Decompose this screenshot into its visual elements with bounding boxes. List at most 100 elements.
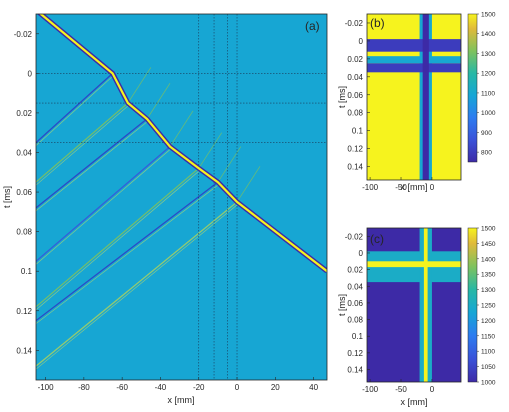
y-tick-label: 0.14 bbox=[347, 163, 363, 172]
reflected-wavefront bbox=[36, 118, 148, 209]
y-tick-label: 0.02 bbox=[16, 109, 32, 118]
x-tick-label: 40 bbox=[309, 383, 318, 392]
panel-b: -100 -50 0 -0.02 0 0.02 0.04 0.06 0.08 0.1 0.12 0.… bbox=[337, 12, 496, 193]
y-tick-label: 0 bbox=[359, 37, 364, 46]
panel-b-ylabel: t [ms] bbox=[337, 86, 347, 108]
colorbar-tick-label: 1300 bbox=[481, 51, 496, 58]
panel-a-wavefronts bbox=[36, 14, 327, 380]
panel-c-background bbox=[367, 228, 461, 382]
velocity-region bbox=[422, 14, 429, 180]
colorbar-tick-label: 900 bbox=[481, 130, 492, 137]
y-tick-label: 0.14 bbox=[16, 346, 32, 355]
y-tick-label: 0.12 bbox=[347, 349, 363, 358]
x-tick-label: -80 bbox=[78, 383, 90, 392]
panel-b-colorbar bbox=[467, 13, 478, 163]
y-tick-label: 0.02 bbox=[347, 55, 363, 64]
x-tick-label: 0 bbox=[235, 383, 240, 392]
panel-c-xlabel: x [mm] bbox=[401, 397, 428, 407]
panel-a-label: (a) bbox=[305, 19, 320, 33]
y-tick-label: 0.04 bbox=[16, 148, 32, 157]
panel-b-colorbar-ticks: 1500 1400 1300 1200 1100 1000 900 800 bbox=[477, 12, 496, 157]
panel-c-label: (c) bbox=[370, 232, 384, 246]
velocity-region bbox=[423, 228, 428, 382]
y-tick-label: 0.04 bbox=[347, 282, 363, 291]
scattered-branch bbox=[169, 110, 194, 147]
y-tick-label: 0.12 bbox=[16, 307, 32, 316]
y-tick-label: 0.04 bbox=[347, 73, 363, 82]
reflected-wavefront-trailing bbox=[36, 121, 148, 212]
colorbar-tick-label: 1450 bbox=[481, 241, 496, 248]
panel-b-x-ticks: -100 -50 0 bbox=[362, 177, 435, 192]
reflected-wavefront-trailing bbox=[36, 149, 171, 265]
scattered-branch bbox=[146, 83, 171, 120]
panel-a: -100 -80 -60 -40 -20 0 20 40 -0.02 0 0.02 0.04 0.06… bbox=[2, 13, 328, 405]
panel-c: -100 -50 0 -0.02 0 0.02 0.04 0.06 0.08 0.1 0.12 0.… bbox=[337, 226, 496, 408]
scattered-branch bbox=[198, 132, 223, 169]
colorbar-tick-label: 1400 bbox=[481, 256, 496, 263]
colorbar-tick-label: 1500 bbox=[481, 12, 496, 19]
y-tick-label: 0.08 bbox=[347, 316, 363, 325]
velocity-region bbox=[367, 56, 461, 64]
colorbar-tick-label: 1050 bbox=[481, 364, 496, 371]
colorbar-tick-label: 1000 bbox=[481, 380, 496, 387]
panel-b-label: (b) bbox=[370, 16, 385, 30]
y-tick-label: -0.02 bbox=[345, 19, 364, 28]
main-wavefront bbox=[39, 14, 327, 273]
x-tick-label: -100 bbox=[362, 183, 379, 192]
colorbar-tick-label: 800 bbox=[481, 150, 492, 157]
panel-c-colorbar-ticks: 1500 1450 1400 1350 1300 1250 1200 1150 1100 1050… bbox=[477, 226, 496, 387]
reflected-wavefront bbox=[36, 146, 171, 262]
x-tick-label: -20 bbox=[193, 383, 205, 392]
y-tick-label: 0.1 bbox=[352, 332, 364, 341]
y-tick-label: 0.06 bbox=[347, 91, 363, 100]
panel-a-x-ticks: -100 -80 -60 -40 -20 0 20 40 bbox=[38, 377, 319, 392]
colorbar-tick-label: 1150 bbox=[481, 333, 495, 340]
panel-b-xlabel: x [mm] bbox=[401, 182, 428, 192]
y-tick-label: 0.06 bbox=[347, 299, 363, 308]
y-tick-label: 0.1 bbox=[21, 267, 33, 276]
panel-c-colorbar bbox=[467, 227, 478, 383]
colorbar-tick-label: 1100 bbox=[481, 90, 495, 97]
reflected-wavefront bbox=[36, 72, 114, 144]
colorbar-tick-label: 1300 bbox=[481, 287, 496, 294]
y-tick-label: 0.14 bbox=[347, 366, 363, 375]
reflected-wavefront bbox=[36, 181, 219, 322]
panel-a-y-ticks: -0.02 0 0.02 0.04 0.06 0.08 0.1 0.12 0.14 bbox=[14, 30, 39, 355]
panel-a-frame bbox=[35, 13, 328, 381]
panel-b-background bbox=[367, 14, 461, 180]
colorbar-tick-label: 1250 bbox=[481, 303, 496, 310]
panel-b-regions bbox=[367, 14, 461, 180]
y-tick-label: -0.02 bbox=[14, 30, 33, 39]
reflected-wavefront-trailing bbox=[36, 105, 129, 186]
reflected-wavefront-trailing bbox=[36, 76, 113, 146]
y-tick-label: 0.1 bbox=[352, 127, 364, 136]
colorbar-tick-label: 1200 bbox=[481, 318, 496, 325]
x-tick-label: -40 bbox=[155, 383, 167, 392]
reflected-wavefront-trailing bbox=[36, 184, 219, 324]
velocity-region bbox=[367, 39, 461, 52]
x-tick-label: 20 bbox=[271, 383, 280, 392]
x-tick-label: -50 bbox=[395, 385, 407, 394]
panel-c-x-ticks: -100 -50 0 bbox=[362, 379, 435, 394]
colorbar-tick-label: 1500 bbox=[481, 226, 496, 233]
y-tick-label: 0.12 bbox=[347, 145, 363, 154]
panel-b-y-ticks: -0.02 0 0.02 0.04 0.06 0.08 0.1 0.12 0.14 bbox=[345, 19, 370, 172]
panel-a-background bbox=[36, 14, 327, 380]
panel-c-ylabel: t [ms] bbox=[337, 294, 347, 316]
x-tick-label: -60 bbox=[116, 383, 128, 392]
panel-c-frame bbox=[366, 227, 462, 383]
scattered-branch bbox=[236, 166, 261, 203]
panel-c-y-ticks: -0.02 0 0.02 0.04 0.06 0.08 0.1 0.12 0.14 bbox=[345, 232, 370, 375]
x-tick-label: -100 bbox=[362, 385, 379, 394]
y-tick-label: 0.08 bbox=[347, 109, 363, 118]
y-tick-label: 0 bbox=[28, 69, 33, 78]
velocity-region bbox=[367, 261, 461, 268]
reflected-wavefront bbox=[36, 167, 200, 308]
panel-c-regions bbox=[367, 228, 461, 382]
reflected-wavefront-trailing bbox=[36, 204, 238, 370]
y-tick-label: 0.02 bbox=[347, 266, 363, 275]
reflected-wavefront-trailing bbox=[36, 171, 199, 311]
y-tick-label: 0.08 bbox=[16, 228, 32, 237]
colorbar-tick-label: 1350 bbox=[481, 272, 496, 279]
